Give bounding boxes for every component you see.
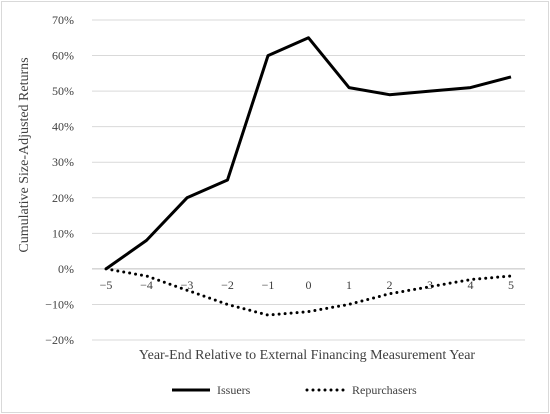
- y-axis-title: Cumulative Size-Adjusted Returns: [17, 57, 32, 252]
- y-tick-label: 10%: [52, 226, 74, 240]
- series-line-issuers: [105, 36, 512, 271]
- x-tick-label: 5: [508, 278, 514, 292]
- y-tick-label: 20%: [52, 191, 74, 205]
- y-tick-label: 60%: [52, 49, 74, 63]
- series-line-repurchasers: [104, 267, 513, 317]
- y-tick-label: −20%: [45, 333, 74, 347]
- legend: Issuers Repurchasers: [172, 383, 417, 397]
- x-tick-label: 2: [387, 278, 393, 292]
- x-tick-labels: −5 −4 −3 −2 −1 0 1 2 3 4 5: [100, 278, 514, 292]
- gridlines: [92, 19, 525, 341]
- y-tick-label: 0%: [58, 262, 74, 276]
- x-tick-label: −3: [181, 278, 194, 292]
- x-tick-label: −1: [262, 278, 275, 292]
- y-tick-label: 50%: [52, 84, 74, 98]
- y-tick-label: 40%: [52, 120, 74, 134]
- y-tick-label: −10%: [45, 297, 74, 311]
- y-tick-labels: −20% −10% 0% 10% 20% 30% 40% 50% 60% 70%: [45, 13, 74, 347]
- series-lines: [104, 36, 513, 317]
- x-tick-label: 3: [427, 278, 433, 292]
- x-tick-label: 0: [306, 278, 312, 292]
- x-tick-label: 1: [346, 278, 352, 292]
- y-tick-label: 30%: [52, 155, 74, 169]
- x-axis-title: Year-End Relative to External Financing …: [139, 348, 475, 363]
- x-tick-label: −4: [140, 278, 153, 292]
- legend-label-issuers: Issuers: [217, 383, 251, 397]
- x-tick-label: −5: [100, 278, 113, 292]
- x-tick-label: −2: [221, 278, 234, 292]
- legend-label-repurchasers: Repurchasers: [352, 383, 417, 397]
- y-tick-label: 70%: [52, 13, 74, 27]
- x-tick-label: 4: [468, 278, 474, 292]
